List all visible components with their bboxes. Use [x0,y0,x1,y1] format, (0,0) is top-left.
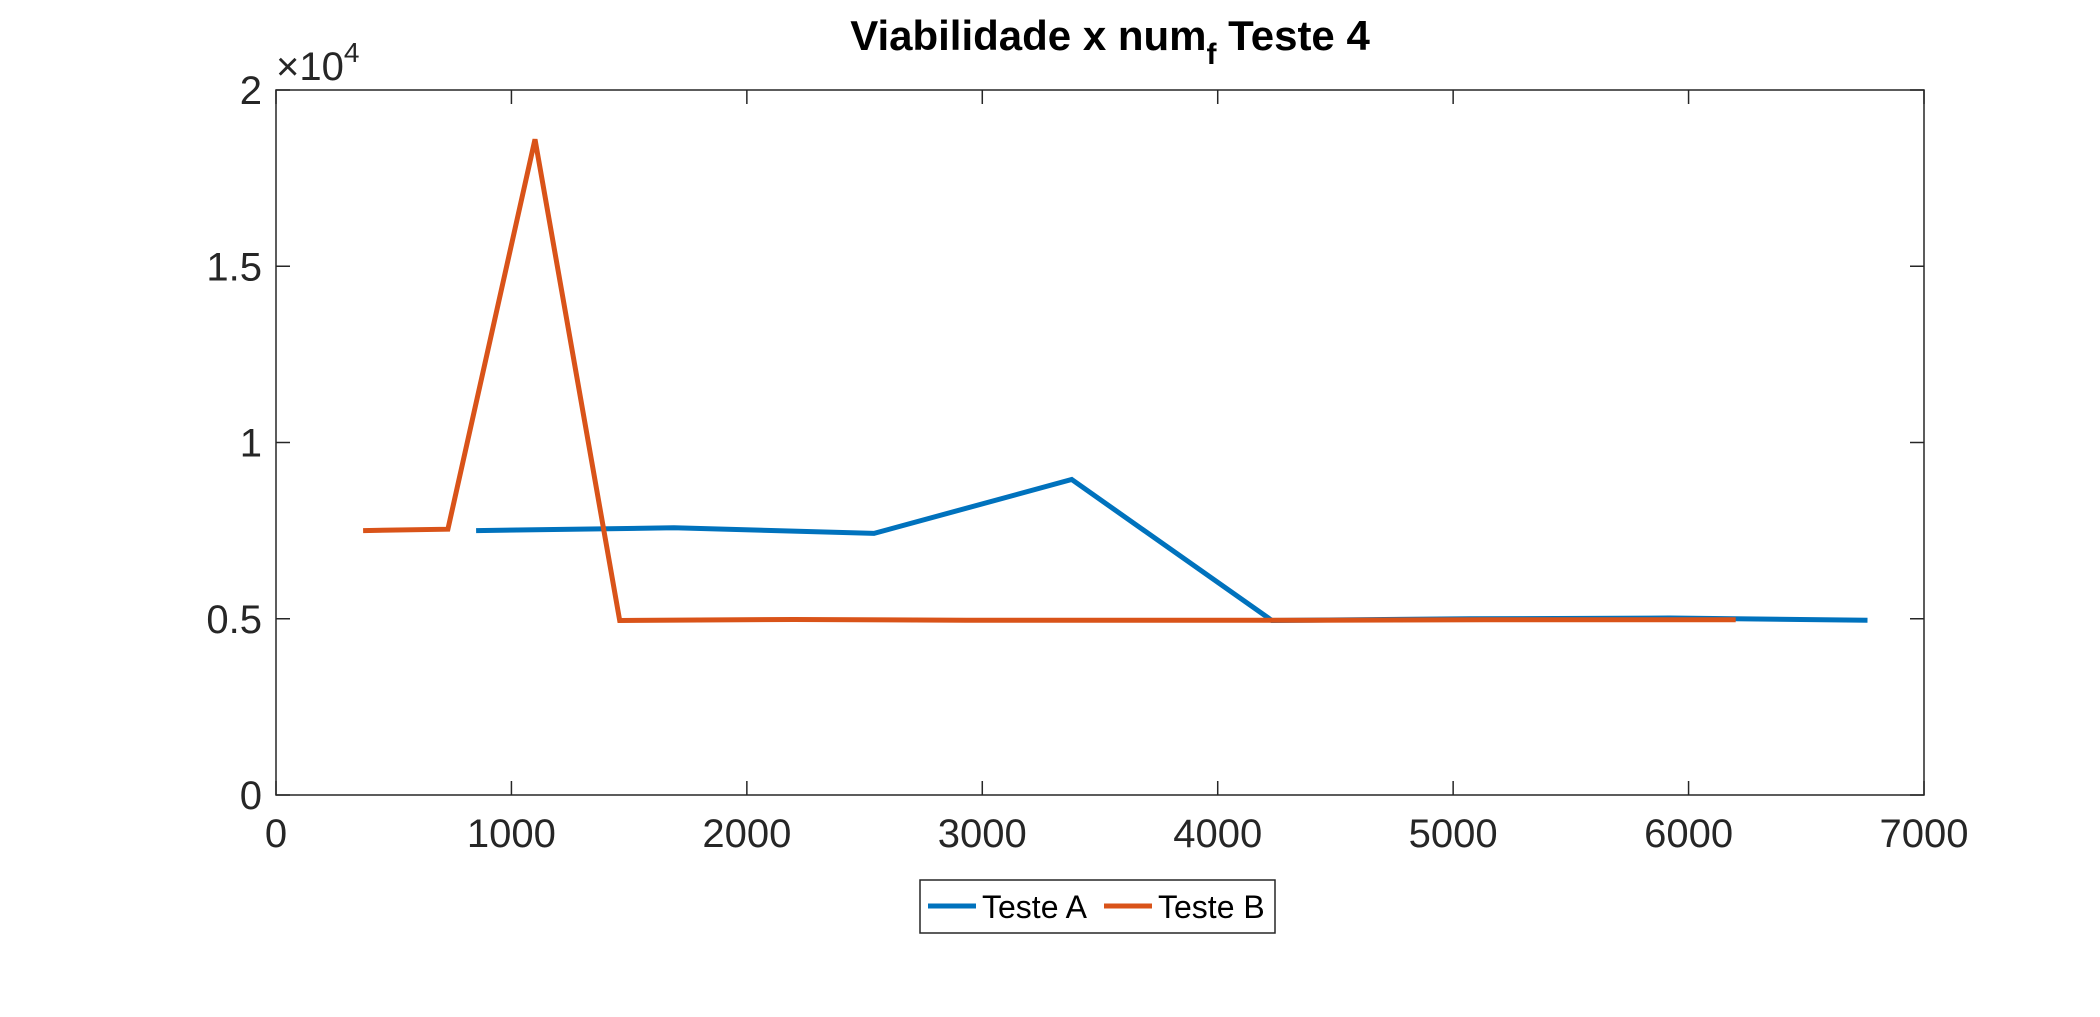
y-tick-label: 0.5 [206,598,262,642]
x-tick-label: 5000 [1409,812,1498,856]
y-tick-label: 1.5 [206,245,262,289]
y-tick-label: 0 [240,774,262,818]
chart-title: Viabilidade x numf Teste 4 [850,12,1370,71]
x-tick-label: 6000 [1644,812,1733,856]
chart-title-subscript: f [1207,38,1218,71]
x-tick-label: 7000 [1880,812,1969,856]
plot-area: 0 1000 2000 3000 4000 5000 6000 7000 0 0.5 1 1.5 2 [206,69,1968,856]
legend-label-teste-a: Teste A [982,889,1088,925]
legend-box [919,879,1276,934]
legend: Teste A Teste B [919,879,1276,934]
series-line-teste-b [363,138,1736,624]
x-tick-label: 4000 [1173,812,1262,856]
legend-label-teste-b: Teste B [1158,889,1265,925]
x-tick-label: 1000 [467,812,556,856]
x-tick-label: 3000 [938,812,1027,856]
x-tick-label: 2000 [702,812,791,856]
axes-background [276,90,1924,795]
chart-title-main: Viabilidade x num [850,12,1206,59]
y-tick-label: 1 [240,422,262,466]
y-tick-label: 2 [240,69,262,113]
chart-title-suffix: Teste 4 [1217,12,1371,59]
x-tick-label: 0 [265,812,287,856]
y-exponent-label: ×104 [276,37,359,89]
